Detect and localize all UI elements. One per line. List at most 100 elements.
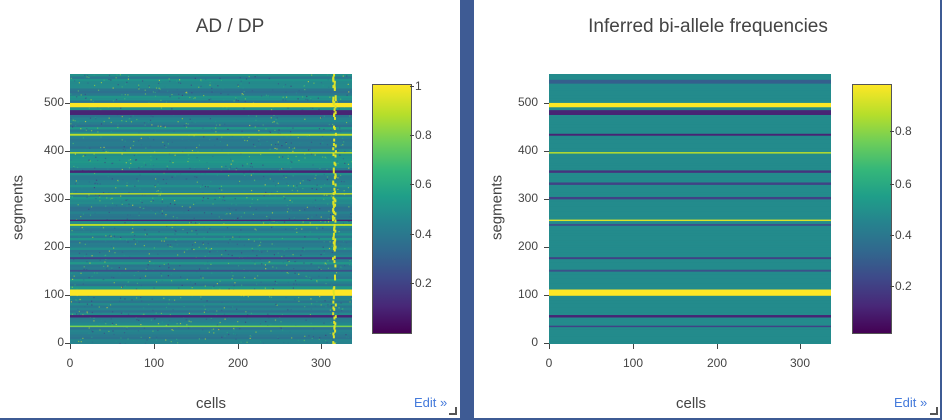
heatmap-cell <box>263 195 265 197</box>
heatmap-cell <box>181 205 183 208</box>
heatmap-cell <box>290 309 292 311</box>
edit-chart-link[interactable]: Edit » <box>414 395 448 410</box>
heatmap-cell <box>124 98 126 100</box>
heatmap-band <box>549 170 831 173</box>
heatmap-cell <box>273 114 275 116</box>
heatmap-cell <box>318 275 320 277</box>
heatmap-cell <box>274 225 276 227</box>
heatmap-cell <box>257 245 259 247</box>
heatmap-cell <box>202 127 204 129</box>
heatmap-row <box>549 339 831 342</box>
heatmap-cell <box>133 140 135 143</box>
heatmap-cell <box>297 98 299 100</box>
heatmap-cell <box>247 295 249 298</box>
heatmap-cell <box>143 307 145 309</box>
heatmap-cell <box>237 217 239 219</box>
heatmap-cell <box>241 93 243 95</box>
heatmap-cell <box>93 172 96 174</box>
heatmap-cell <box>277 182 279 184</box>
heatmap-cell <box>194 202 196 204</box>
heatmap-cell <box>183 305 185 308</box>
heatmap-cell <box>285 228 287 230</box>
edit-chart-link[interactable]: Edit » <box>894 395 928 410</box>
heatmap-cell <box>144 93 147 95</box>
heatmap-cell <box>110 79 112 81</box>
heatmap-cell <box>221 254 223 256</box>
heatmap-cell <box>93 317 95 319</box>
x-tick-label: 100 <box>622 356 644 370</box>
heatmap-cell <box>275 185 277 187</box>
heatmap-cell <box>273 283 276 285</box>
heatmap-cell <box>189 96 191 99</box>
heatmap-cell <box>211 129 213 131</box>
heatmap-cell <box>118 267 120 269</box>
heatmap-band <box>549 325 831 328</box>
heatmap-cell <box>165 101 168 103</box>
heatmap-cell <box>350 213 352 215</box>
heatmap-row <box>549 341 831 344</box>
heatmap-cell <box>290 160 292 162</box>
heatmap-row <box>549 160 831 164</box>
heatmap-cell <box>286 204 288 206</box>
heatmap-cell <box>168 303 170 305</box>
heatmap-cell <box>273 220 275 222</box>
heatmap-cell <box>122 179 124 181</box>
heatmap-row <box>70 245 352 248</box>
heatmap-cell <box>207 267 209 269</box>
heatmap-cell <box>305 319 307 321</box>
heatmap-cell <box>169 160 171 162</box>
heatmap-cell <box>95 182 97 184</box>
heatmap-cell <box>128 118 130 120</box>
heatmap-cell <box>76 288 78 290</box>
heatmap-cell <box>73 80 76 82</box>
heatmap-cell <box>199 92 202 94</box>
heatmap-cell <box>157 125 159 127</box>
heatmap-cell <box>304 153 306 155</box>
heatmap-cell <box>264 184 266 186</box>
heatmap-cell <box>310 153 313 155</box>
heatmap-cell <box>175 198 177 200</box>
heatmap-cell <box>86 128 88 130</box>
heatmap-cell <box>215 131 217 133</box>
heatmap-cell <box>337 162 339 165</box>
heatmap-row <box>70 262 352 265</box>
resize-handle-icon[interactable] <box>930 407 938 415</box>
heatmap-cell <box>318 338 320 340</box>
heatmap-cell <box>269 131 272 133</box>
resize-handle-icon[interactable] <box>449 407 457 415</box>
heatmap-cell <box>243 172 245 174</box>
heatmap-highlight-cell <box>332 99 335 103</box>
heatmap-cell <box>199 210 201 212</box>
heatmap-cell <box>279 132 281 135</box>
heatmap-row <box>549 131 831 135</box>
heatmap-cell <box>87 82 89 84</box>
heatmap-plot-area[interactable] <box>70 74 352 344</box>
heatmap-cell <box>104 161 106 164</box>
heatmap-cell <box>193 248 195 251</box>
heatmap-band <box>70 315 352 318</box>
heatmap-plot-area[interactable] <box>549 74 831 344</box>
heatmap-cell <box>126 205 128 207</box>
heatmap-cell <box>148 121 150 123</box>
heatmap-cell <box>168 266 170 269</box>
heatmap-cell <box>134 243 137 245</box>
heatmap-cell <box>233 327 235 330</box>
heatmap-cell <box>187 154 189 156</box>
heatmap-cell <box>228 93 230 95</box>
heatmap-cell <box>277 83 280 85</box>
heatmap-row <box>549 233 831 236</box>
heatmap-cell <box>220 79 223 82</box>
heatmap-cell <box>188 312 191 314</box>
heatmap-cell <box>207 197 209 200</box>
heatmap-cell <box>204 285 206 287</box>
heatmap-cell <box>325 306 327 308</box>
heatmap-cell <box>154 283 156 285</box>
heatmap-cell <box>162 178 165 181</box>
heatmap-cell <box>296 185 298 187</box>
heatmap-row <box>70 300 352 304</box>
heatmap-cell <box>312 141 314 143</box>
heatmap-cell <box>318 108 320 111</box>
heatmap-cell <box>255 229 257 231</box>
heatmap-cell <box>328 86 330 88</box>
chart-panel-right: Inferred bi-allele frequencies 0 100 200… <box>474 0 942 420</box>
